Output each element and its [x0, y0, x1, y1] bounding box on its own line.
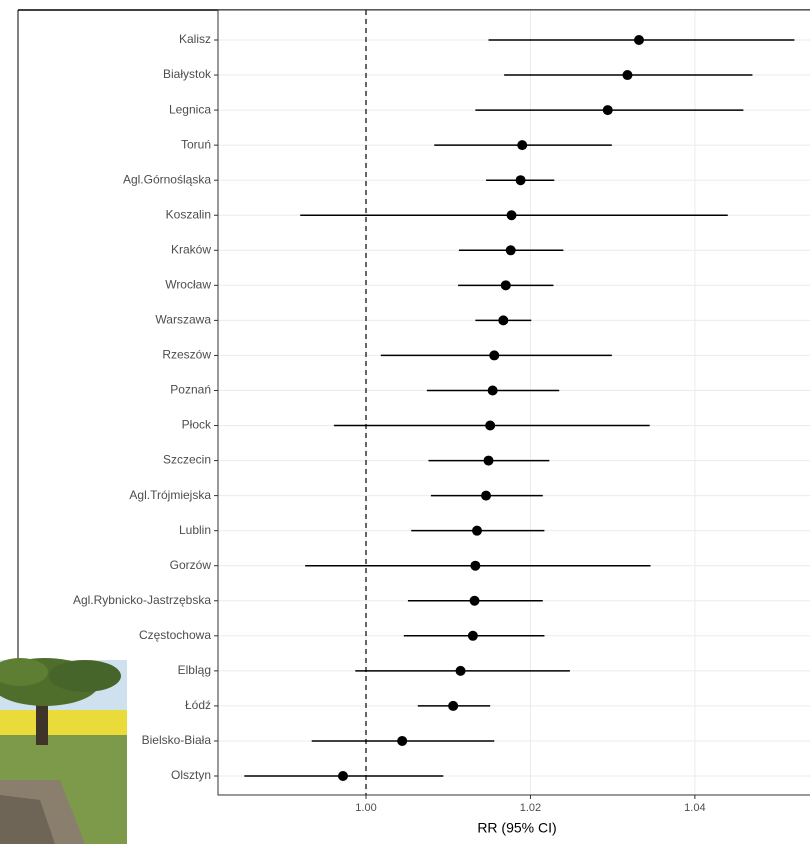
point-estimate [484, 456, 494, 466]
y-tick-label: Rzeszów [162, 348, 211, 362]
point-estimate [397, 736, 407, 746]
point-estimate [507, 210, 517, 220]
y-tick-label: Elbląg [178, 663, 211, 677]
y-tick-label: Szczecin [163, 453, 211, 467]
x-tick-label: 1.00 [355, 802, 376, 814]
point-estimate [481, 491, 491, 501]
plot-background [218, 10, 810, 795]
y-tick-label: Płock [182, 418, 212, 432]
y-tick-label: Olsztyn [171, 768, 211, 782]
point-estimate [488, 385, 498, 395]
y-tick-label: Kraków [171, 242, 211, 256]
photo [0, 658, 127, 844]
point-estimate [622, 70, 632, 80]
point-estimate [489, 350, 499, 360]
point-estimate [506, 245, 516, 255]
point-estimate [517, 140, 527, 150]
y-tick-label: Poznań [170, 383, 211, 397]
point-estimate [338, 771, 348, 781]
point-estimate [456, 666, 466, 676]
y-tick-label: Agl.Trójmiejska [129, 488, 211, 502]
y-tick-label: Agl.Górnośląska [123, 172, 211, 186]
y-tick-label: Agl.Rybnicko-Jastrzębska [73, 593, 211, 607]
point-estimate [634, 35, 644, 45]
point-estimate [448, 701, 458, 711]
y-tick-label: Warszawa [155, 313, 211, 327]
point-estimate [498, 315, 508, 325]
point-estimate [516, 175, 526, 185]
y-tick-label: Gorzów [170, 558, 212, 572]
y-tick-label: Legnica [169, 102, 211, 116]
y-tick-label: Lublin [179, 523, 211, 537]
x-tick-label: 1.02 [520, 802, 541, 814]
point-estimate [472, 526, 482, 536]
y-tick-label: Bielsko-Biała [142, 733, 212, 747]
chart: 1.00 1.02 1.04 Kalisz Białystok Legnica Toruń A… [0, 0, 810, 844]
point-estimate [603, 105, 613, 115]
x-tick-label: 1.04 [684, 802, 705, 814]
y-tick-label: Kalisz [179, 32, 211, 46]
point-estimate [468, 631, 478, 641]
y-tick-label: Białystok [163, 67, 212, 81]
y-tick-label: Częstochowa [139, 628, 211, 642]
point-estimate [485, 421, 495, 431]
y-tick-label: Koszalin [166, 207, 211, 221]
point-estimate [501, 280, 511, 290]
point-estimate [470, 561, 480, 571]
y-tick-label: Łódź [185, 698, 211, 712]
x-axis-title: RR (95% CI) [477, 820, 556, 836]
y-tick-label: Toruń [181, 137, 211, 151]
point-estimate [470, 596, 480, 606]
y-tick-label: Wrocław [165, 278, 211, 292]
